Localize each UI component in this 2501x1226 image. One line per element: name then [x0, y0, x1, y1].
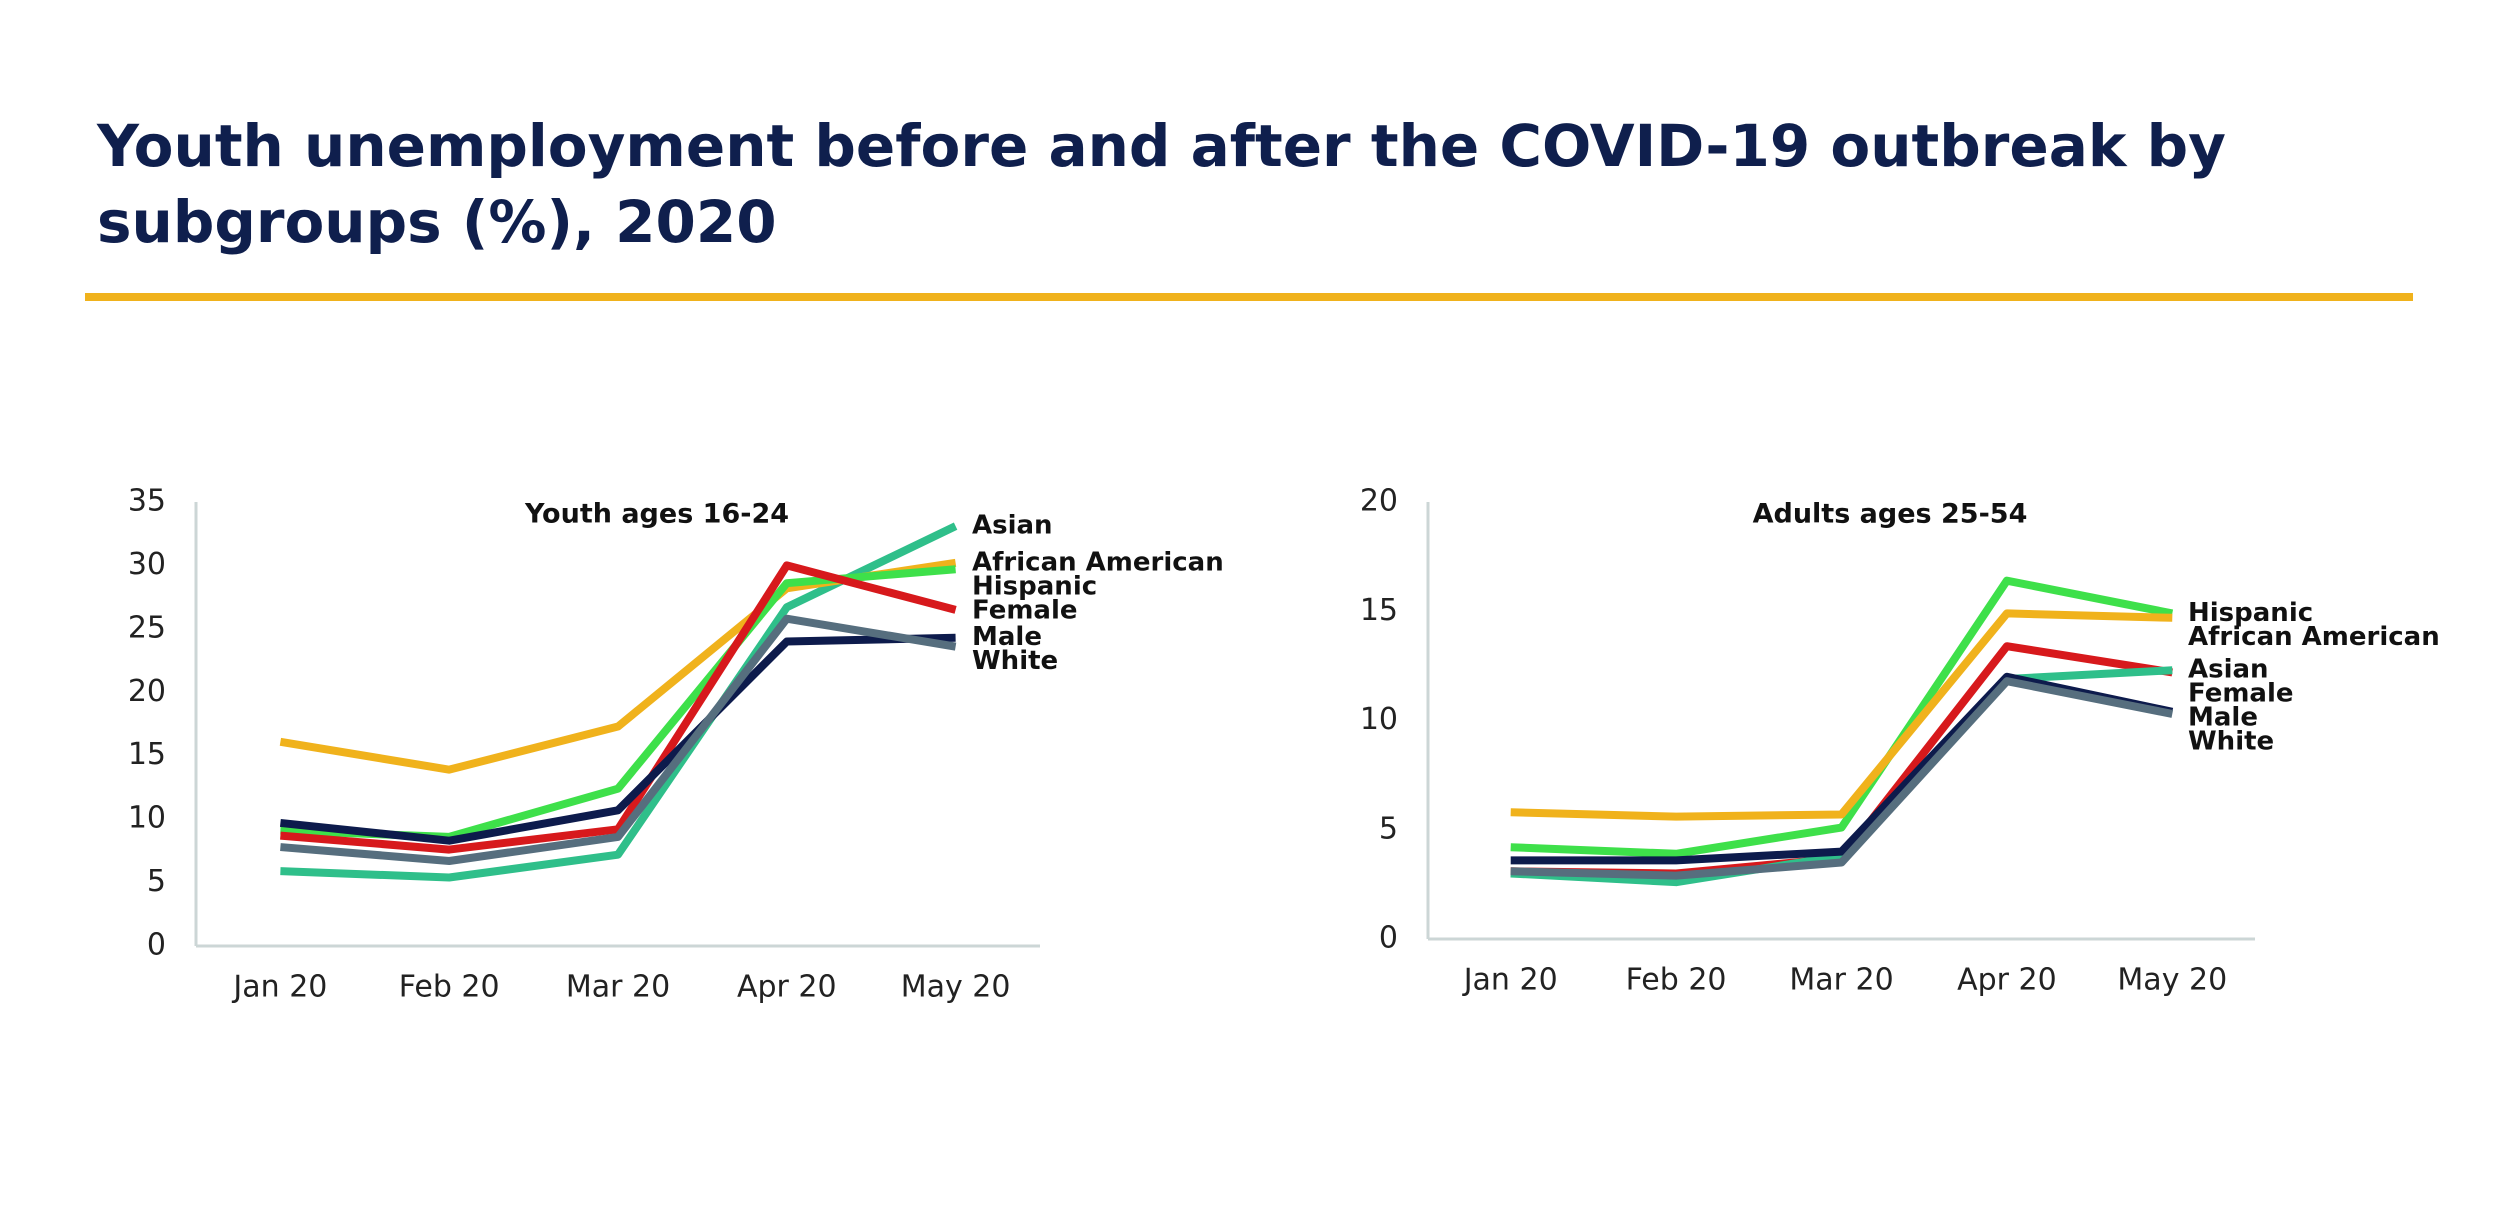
series-line — [280, 565, 956, 841]
x-tick-label: Feb 20 — [399, 970, 500, 1005]
x-tick-label: May 20 — [2117, 963, 2227, 998]
series-line — [280, 561, 957, 854]
y-tick-label: 10 — [128, 801, 166, 836]
series-line — [279, 633, 956, 845]
page-title: subgroups (%), 2020 — [97, 188, 777, 256]
y-tick-label: 0 — [147, 928, 166, 963]
x-tick-label: Feb 20 — [1626, 963, 1727, 998]
y-tick-label: 15 — [1360, 593, 1398, 628]
x-tick-label: Mar 20 — [1789, 963, 1893, 998]
y-tick-label: 0 — [1379, 921, 1398, 956]
series-label: White — [972, 646, 1058, 676]
series-label: Asian — [972, 511, 1053, 541]
x-tick-label: Apr 20 — [737, 970, 837, 1005]
series-label: African American — [2188, 622, 2440, 652]
series-label: African American — [972, 547, 1224, 577]
series-label: Hispanic — [2188, 598, 2313, 628]
x-tick-label: May 20 — [901, 970, 1011, 1005]
page-title: Youth unemployment before and after the … — [96, 112, 2226, 180]
y-tick-label: 20 — [1360, 484, 1398, 519]
series-line — [1510, 672, 2174, 865]
y-tick-label: 5 — [147, 864, 166, 899]
y-tick-label: 35 — [128, 484, 166, 519]
series-line — [1510, 642, 2173, 878]
series-label: Hispanic — [972, 571, 1097, 601]
chart-title: Youth ages 16-24 — [524, 499, 789, 530]
series-label: Male — [972, 622, 1042, 652]
y-tick-label: 10 — [1360, 702, 1398, 737]
series-line — [1510, 576, 2174, 858]
series-label: Male — [2188, 703, 2258, 733]
series-line — [1510, 677, 2174, 880]
series-line — [280, 614, 957, 866]
series-label: Female — [972, 595, 1078, 625]
series-label: White — [2188, 727, 2274, 757]
x-tick-label: Mar 20 — [566, 970, 670, 1005]
series-label: Female — [2188, 679, 2294, 709]
y-tick-label: 30 — [128, 547, 166, 582]
y-tick-label: 15 — [128, 737, 166, 772]
title-rule — [85, 293, 2413, 301]
x-tick-label: Jan 20 — [1462, 963, 1558, 998]
series-line — [1510, 609, 2173, 821]
series-line — [279, 558, 957, 774]
x-tick-label: Jan 20 — [231, 970, 327, 1005]
y-tick-label: 20 — [128, 674, 166, 709]
chart-title: Adults ages 25-54 — [1753, 499, 2028, 530]
series-label: Asian — [2188, 655, 2269, 685]
series-line — [1510, 666, 2173, 887]
x-tick-label: Apr 20 — [1957, 963, 2057, 998]
y-tick-label: 25 — [128, 610, 166, 645]
y-tick-label: 5 — [1379, 811, 1398, 846]
